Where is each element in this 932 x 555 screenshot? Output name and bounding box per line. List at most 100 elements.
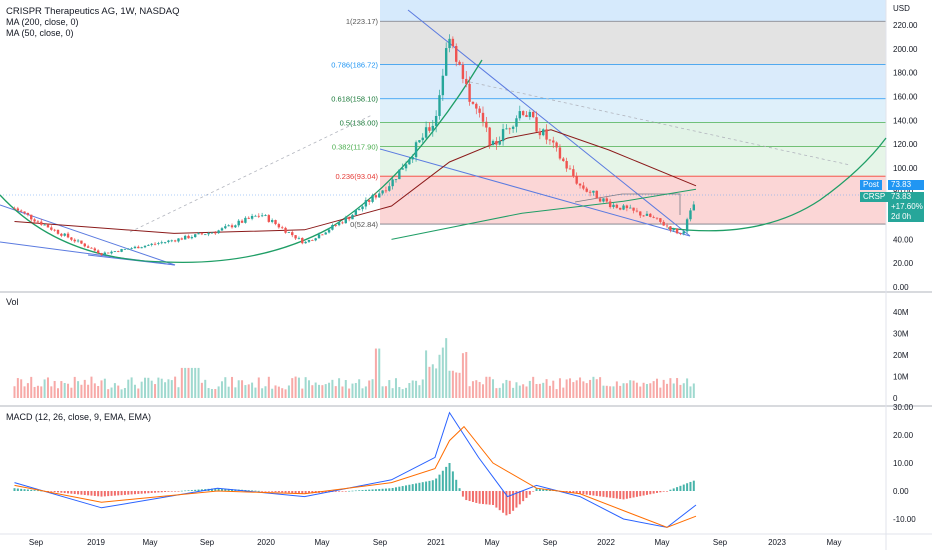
volume-bar — [324, 384, 327, 398]
macd-histogram-bar — [568, 491, 571, 493]
ma50-legend[interactable]: MA (50, close, 0) — [6, 28, 74, 38]
candle-body — [461, 64, 465, 79]
macd-pane-label[interactable]: MACD (12, 26, close, 9, EMA, EMA) — [6, 412, 152, 422]
time-tick-label: 2021 — [427, 538, 445, 547]
volume-bar — [676, 378, 679, 398]
candle-body — [608, 201, 612, 208]
candle-body — [80, 240, 83, 244]
macd-histogram-bar — [676, 487, 679, 491]
macd-tick-label: 30.00 — [893, 403, 914, 412]
volume-bar — [117, 385, 120, 398]
candle-body — [26, 212, 30, 215]
time-tick-label: 2020 — [257, 538, 275, 547]
macd-histogram-bar — [227, 488, 230, 491]
macd-histogram-bar — [304, 491, 307, 494]
macd-histogram-bar — [324, 491, 327, 493]
candle-body — [117, 251, 120, 252]
candle-body — [230, 225, 234, 228]
macd-histogram-bar — [217, 488, 220, 491]
volume-bar — [13, 386, 16, 398]
macd-histogram-bar — [338, 491, 341, 492]
volume-bar — [575, 380, 578, 398]
candle-body — [475, 103, 478, 109]
volume-bar — [87, 384, 90, 398]
candle-body — [625, 205, 629, 209]
macd-histogram-bar — [40, 490, 43, 492]
candle-body — [307, 240, 311, 242]
fib-level-label: 0.382(117.90) — [332, 143, 379, 152]
volume-bar — [518, 385, 521, 398]
volume-bar — [311, 385, 314, 398]
macd-histogram-bar — [381, 488, 384, 491]
candle-body — [183, 235, 187, 240]
candle-body — [13, 208, 16, 210]
macd-histogram-bar — [652, 491, 655, 494]
volume-bar — [294, 376, 297, 398]
macd-histogram-bar — [341, 491, 344, 492]
candle-body — [618, 207, 622, 210]
volume-tick-label: 20M — [893, 351, 909, 360]
candle-body — [43, 224, 46, 226]
price-tick-label: 20.00 — [893, 259, 914, 268]
macd-histogram-bar — [301, 491, 304, 494]
candle-body — [264, 215, 267, 216]
volume-bar — [595, 379, 598, 398]
volume-bar — [425, 350, 428, 398]
macd-tick-label: 10.00 — [893, 459, 914, 468]
candle-body — [197, 233, 200, 235]
macd-histogram-bar — [73, 491, 76, 495]
volume-bar — [525, 386, 528, 398]
candle-body — [327, 229, 331, 233]
volume-bar — [251, 382, 254, 398]
volume-bar — [60, 381, 63, 398]
volume-bar — [545, 379, 548, 398]
candle-body — [491, 141, 495, 146]
volume-bar — [314, 382, 317, 398]
volume-bar — [254, 387, 257, 398]
macd-histogram-bar — [488, 491, 491, 505]
candle-body — [210, 232, 214, 234]
volume-bar — [568, 378, 571, 398]
candle-body — [662, 221, 665, 226]
volume-bar — [133, 384, 136, 398]
volume-bar — [77, 381, 80, 398]
macd-histogram-bar — [649, 491, 652, 495]
ma200-legend[interactable]: MA (200, close, 0) — [6, 17, 79, 27]
volume-bar — [461, 353, 464, 398]
macd-histogram-bar — [481, 491, 484, 505]
macd-histogram-bar — [498, 491, 501, 511]
candle-body — [562, 158, 565, 162]
macd-histogram-bar — [107, 491, 110, 497]
volume-bar — [371, 379, 374, 398]
volume-pane-label[interactable]: Vol — [6, 297, 19, 307]
candle-body — [635, 210, 639, 212]
candle-body — [287, 232, 291, 233]
volume-bar — [582, 381, 585, 398]
volume-bar — [57, 388, 60, 398]
trendline — [0, 204, 176, 266]
candle-body — [645, 213, 649, 216]
macd-histogram-bar — [93, 491, 96, 496]
macd-histogram-bar — [451, 471, 454, 491]
candle-body — [254, 215, 257, 217]
candle-body — [495, 141, 498, 145]
volume-bar — [271, 388, 274, 398]
candle-body — [247, 217, 250, 219]
volume-bar — [274, 385, 277, 398]
candle-body — [588, 191, 592, 193]
symbol-title[interactable]: CRISPR Therapeutics AG, 1W, NASDAQ — [6, 6, 180, 17]
macd-histogram-bar — [612, 491, 615, 499]
candle-body — [465, 78, 468, 84]
volume-bar — [361, 388, 364, 398]
volume-bar — [144, 377, 147, 398]
time-tick-label: 2022 — [597, 538, 615, 547]
macd-histogram-bar — [130, 491, 133, 495]
macd-histogram-bar — [160, 491, 163, 493]
macd-histogram-bar — [518, 491, 521, 505]
volume-bar — [304, 377, 307, 398]
macd-histogram-bar — [492, 491, 495, 505]
candle-body — [227, 225, 230, 227]
macd-histogram-bar — [625, 491, 628, 499]
macd-histogram-bar — [267, 491, 270, 492]
